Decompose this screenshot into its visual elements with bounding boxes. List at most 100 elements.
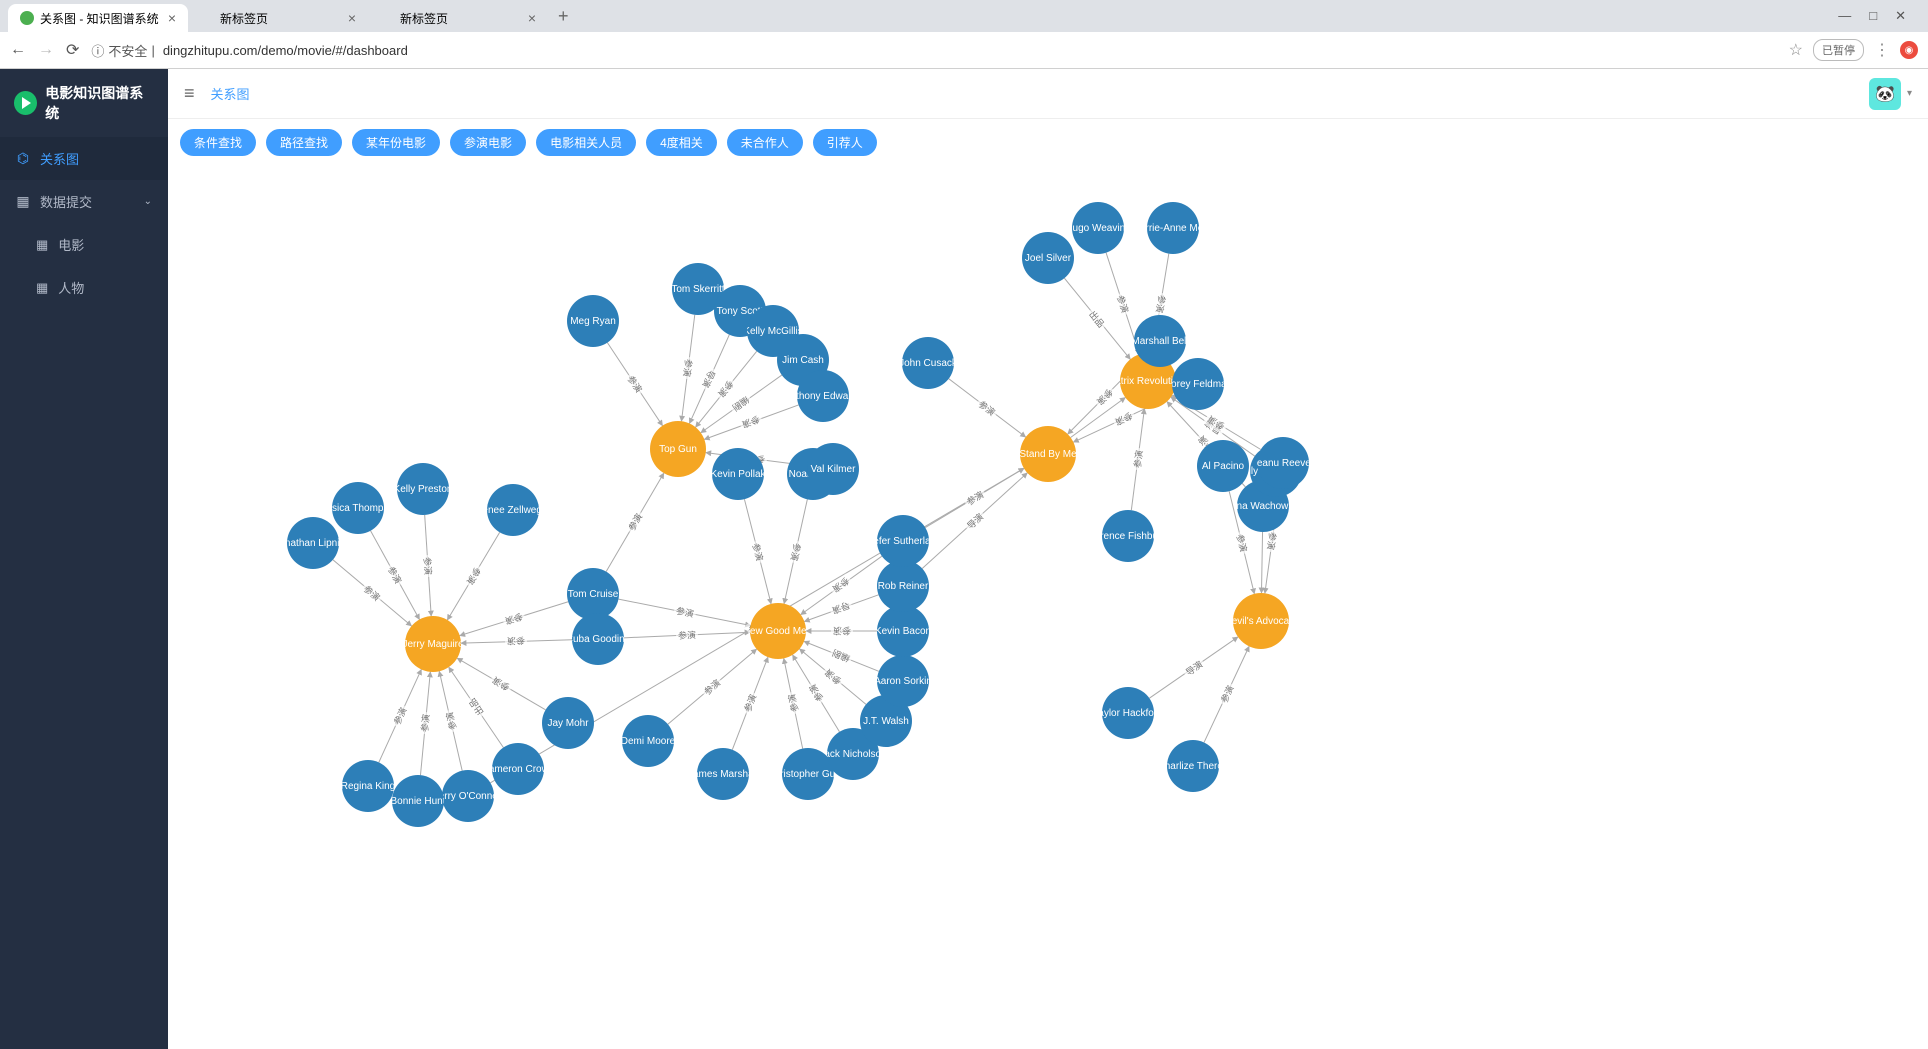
breadcrumb: 关系图 xyxy=(211,84,250,103)
person-node[interactable]: Kevin Pollak xyxy=(712,448,764,500)
filter-pill[interactable]: 某年份电影 xyxy=(352,129,440,156)
nav-back[interactable]: ← xyxy=(10,41,26,59)
person-node[interactable]: Hugo Weaving xyxy=(1072,202,1124,254)
movie-node[interactable]: Top Gun xyxy=(650,421,706,477)
person-node[interactable]: Taylor Hackford xyxy=(1102,687,1154,739)
person-node[interactable]: Kevin Bacon xyxy=(877,605,929,657)
favicon-icon xyxy=(20,11,34,25)
person-node[interactable]: Bonnie Hunt xyxy=(392,775,444,827)
person-node[interactable]: Regina King xyxy=(342,760,394,812)
movie-node[interactable]: Jerry Maguire xyxy=(405,616,461,672)
person-node[interactable]: Jerry O'Connell xyxy=(442,770,494,822)
edge-label: 参演 xyxy=(418,712,433,735)
person-node[interactable]: Kelly Preston xyxy=(397,463,449,515)
person-node[interactable]: Laurence Fishburne xyxy=(1102,510,1154,562)
topbar: ≡ 关系图 🐼 ▾ xyxy=(168,69,1928,119)
graph-edge xyxy=(1261,532,1262,593)
security-label: 不安全 xyxy=(108,41,147,60)
window-maximize[interactable]: □ xyxy=(1869,8,1877,24)
filter-pill[interactable]: 条件查找 xyxy=(180,129,256,156)
person-node[interactable]: Cameron Crowe xyxy=(492,743,544,795)
filter-pill[interactable]: 参演电影 xyxy=(450,129,526,156)
person-node[interactable]: Charlize Theron xyxy=(1167,740,1219,792)
window-close[interactable]: ✕ xyxy=(1895,8,1906,24)
edge-label: 参演 xyxy=(505,635,527,649)
sidebar-subitem[interactable]: ▦ 电影 xyxy=(0,223,168,266)
logo[interactable]: 电影知识图谱系统 xyxy=(0,69,168,137)
person-node[interactable]: Joel Silver xyxy=(1022,232,1074,284)
person-node[interactable]: Val Kilmer xyxy=(807,443,859,495)
extension-icon[interactable]: ◉ xyxy=(1900,41,1918,59)
sidebar-toggle-icon[interactable]: ≡ xyxy=(184,83,195,104)
url-bar[interactable]: ⓘ 不安全 | dingzhitupu.com/demo/movie/#/das… xyxy=(91,41,1776,60)
filter-row: 条件查找路径查找某年份电影参演电影电影相关人员 4度相关未合作人引荐人 xyxy=(168,119,1928,166)
bookmark-icon[interactable]: ☆ xyxy=(1789,40,1803,60)
person-node[interactable]: Anthony Edwards xyxy=(797,370,849,422)
person-node[interactable]: Rob Reiner xyxy=(877,560,929,612)
person-node[interactable]: Al Pacino xyxy=(1197,440,1249,492)
edge-label: 参演 xyxy=(830,625,852,638)
profile-menu-icon[interactable]: ⋮ xyxy=(1874,40,1890,60)
url-text: dingzhitupu.com/demo/movie/#/dashboard xyxy=(163,43,408,58)
person-node[interactable]: Tom Cruise xyxy=(567,568,619,620)
sidebar-subitem-label: 电影 xyxy=(58,235,84,254)
menu-icon: ▦ xyxy=(36,237,48,253)
movie-node[interactable]: Few Good Men xyxy=(750,603,806,659)
edge-label: 参演 xyxy=(421,554,435,577)
sidebar-item-label: 数据提交 xyxy=(40,192,92,211)
tab-close-icon[interactable]: × xyxy=(528,10,536,26)
browser-tab[interactable]: 关系图 - 知识图谱系统 × xyxy=(8,4,188,32)
browser-tab[interactable]: 新标签页 × xyxy=(368,4,548,32)
avatar-icon: 🐼 xyxy=(1869,78,1901,110)
main-content: ≡ 关系图 🐼 ▾ 条件查找路径查找某年份电影参演电影电影相关人员 4度相关未合作… xyxy=(168,69,1928,1049)
tab-title: 关系图 - 知识图谱系统 xyxy=(40,10,162,27)
new-tab-button[interactable]: + xyxy=(548,6,579,27)
graph-canvas[interactable]: 参演参演导演参演编剧参演参演参演参演参演参演参演参演参演参演参演参演编剧参演导演… xyxy=(168,166,1928,1049)
window-minimize[interactable]: — xyxy=(1838,8,1851,24)
person-node[interactable]: Aaron Sorkin xyxy=(877,655,929,707)
sidebar-subitem-label: 人物 xyxy=(58,278,84,297)
browser-tab[interactable]: 新标签页× xyxy=(188,4,368,32)
sidebar-item[interactable]: ⌬关系图 xyxy=(0,137,168,180)
filter-pill[interactable]: 电影相关人员 xyxy=(536,129,636,156)
tab-close-icon[interactable]: × xyxy=(348,10,356,26)
person-node[interactable]: James Marshall xyxy=(697,748,749,800)
person-node[interactable]: Marshall Bell xyxy=(1134,315,1186,367)
pause-badge[interactable]: 已暂停 xyxy=(1813,39,1864,61)
edge-label: 参演 xyxy=(1130,448,1146,471)
person-node[interactable]: Jonathan Lipnicki xyxy=(287,517,339,569)
movie-node[interactable]: Devil's Advocate xyxy=(1233,593,1289,649)
tab-close-icon[interactable]: × xyxy=(168,10,176,26)
person-node[interactable]: Renee Zellweger xyxy=(487,484,539,536)
filter-pill[interactable]: 4度相关 xyxy=(646,129,717,156)
movie-node[interactable]: Stand By Me xyxy=(1020,426,1076,482)
browser-chrome: 关系图 - 知识图谱系统×新标签页×新标签页× + — □ ✕ ← → ⟳ ⓘ … xyxy=(0,0,1928,69)
person-node[interactable]: John Cusack xyxy=(902,337,954,389)
user-menu[interactable]: 🐼 ▾ xyxy=(1869,78,1912,110)
person-node[interactable]: Carrie-Anne Moss xyxy=(1147,202,1199,254)
app-root: 电影知识图谱系统 ⌬关系图▦数据提交⌄ ▦电影▦人物 ≡ 关系图 🐼 ▾ 条件查… xyxy=(0,69,1928,1049)
menu-icon: ⌬ xyxy=(16,150,30,167)
sidebar: 电影知识图谱系统 ⌬关系图▦数据提交⌄ ▦ 电影 ▦ 人物 xyxy=(0,69,168,1049)
person-node[interactable]: Jessica Thompson xyxy=(332,482,384,534)
browser-toolbar: ← → ⟳ ⓘ 不安全 | dingzhitupu.com/demo/movie… xyxy=(0,32,1928,68)
sidebar-subitem[interactable]: ▦ 人物 xyxy=(0,266,168,309)
filter-pill[interactable]: 引荐人 xyxy=(813,129,877,156)
nav-reload[interactable]: ⟳ xyxy=(66,40,79,60)
person-node[interactable]: Jay Mohr xyxy=(542,697,594,749)
person-node[interactable]: Meg Ryan xyxy=(567,295,619,347)
person-node[interactable]: Kiefer Sutherland xyxy=(877,515,929,567)
person-node[interactable]: Demi Moore xyxy=(622,715,674,767)
sidebar-item[interactable]: ▦数据提交⌄ xyxy=(0,180,168,223)
tab-strip: 关系图 - 知识图谱系统×新标签页×新标签页× + — □ ✕ xyxy=(0,0,1928,32)
security-indicator: ⓘ 不安全 | xyxy=(91,41,154,60)
nav-forward[interactable]: → xyxy=(38,41,54,59)
window-controls: — □ ✕ xyxy=(1824,8,1920,24)
filter-pill[interactable]: 路径查找 xyxy=(266,129,342,156)
person-node[interactable]: Cuba Gooding xyxy=(572,613,624,665)
person-node[interactable]: Corey Feldman xyxy=(1172,358,1224,410)
tab-title: 新标签页 xyxy=(400,10,522,27)
menu-icon: ▦ xyxy=(36,280,48,296)
filter-pill[interactable]: 未合作人 xyxy=(727,129,803,156)
person-node[interactable]: Keanu Reeves xyxy=(1257,437,1309,489)
